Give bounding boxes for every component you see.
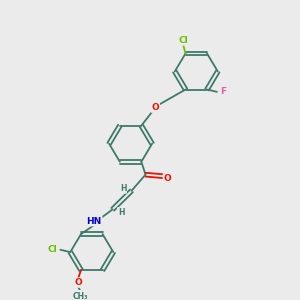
Text: O: O [164, 174, 171, 183]
Text: H: H [118, 208, 124, 217]
Text: H: H [120, 184, 126, 193]
Text: F: F [220, 87, 226, 96]
Text: CH₃: CH₃ [73, 292, 88, 300]
Text: Cl: Cl [178, 36, 188, 45]
Text: HN: HN [86, 217, 102, 226]
Text: O: O [152, 103, 159, 112]
Text: O: O [74, 278, 82, 287]
Text: Cl: Cl [47, 245, 57, 254]
